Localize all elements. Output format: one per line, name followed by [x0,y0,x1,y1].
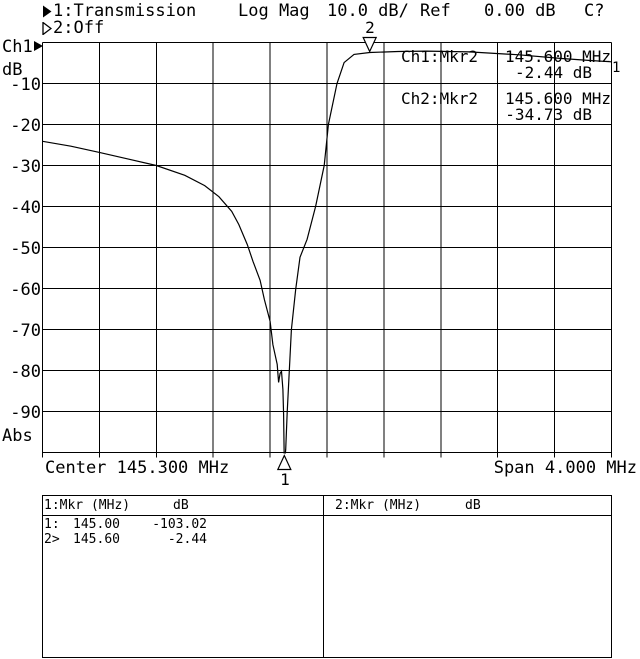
amplitude-mode-label: Abs [2,426,33,446]
channel-label: Ch1 [2,37,33,57]
marker-table-ch1-header: 1:Mkr (MHz) [44,498,131,513]
marker-row-number: 2> [44,532,60,547]
y-tick-label: -90 [10,403,41,423]
marker-table-ch2-header-row [324,496,611,516]
scale-per-div-value: 10.0 dB/ [327,1,409,21]
marker-readout-ch2-freq: 145.600 MHz [505,89,611,108]
marker-table-ch2 [323,495,612,658]
marker-readout-ch2-value: -34.73 dB [505,105,592,124]
marker-readout-ch1-label: Ch1:Mkr2 [401,47,479,66]
marker-row-number: 1: [44,517,60,532]
y-tick-label: -50 [10,239,41,259]
marker-readout-ch2-label: Ch2:Mkr2 [401,89,479,108]
trace1-active-icon [42,5,52,21]
marker-row-freq: 145.60 [73,532,120,547]
marker-readout-ch1-value: -2.44 dB [514,63,592,82]
marker-row-freq: 145.00 [73,517,120,532]
trace2-inactive-icon [42,22,52,38]
y-tick-label: -10 [10,75,41,95]
marker-table-ch2-unit-header: dB [465,498,481,513]
marker-table-ch1-unit-header: dB [173,498,189,513]
ref-value: 0.00 dB [484,1,556,21]
center-frequency-label: Center 145.300 MHz [45,458,230,478]
cal-status-label: C? [584,1,605,21]
y-tick-label: -30 [10,157,41,177]
y-tick-label: -40 [10,198,41,218]
y-tick-label: -60 [10,280,41,300]
marker-row-value: -2.44 [167,532,207,547]
marker2-number-label: 2 [365,18,375,37]
trace-number-label: 1 [612,60,621,76]
span-label: Span 4.000 MHz [493,458,637,478]
y-tick-label: -20 [10,116,41,136]
marker1-number-label: 1 [280,470,290,489]
y-tick-label: -80 [10,362,41,382]
trace2-label: 2:Off [53,18,105,38]
ref-label: Ref [420,1,451,21]
marker-row-value: -103.02 [152,517,207,532]
trace1-label: 1:Transmission [53,1,197,21]
y-tick-label: -70 [10,321,41,341]
marker-readout-ch1-freq: 145.600 MHz [505,47,611,66]
y-unit-label: dB [2,60,23,80]
marker-table-ch2-header: 2:Mkr (MHz) [335,498,422,513]
marker-table-ch1-header-row [43,496,323,516]
measurement-format-label: Log Mag [238,1,310,21]
